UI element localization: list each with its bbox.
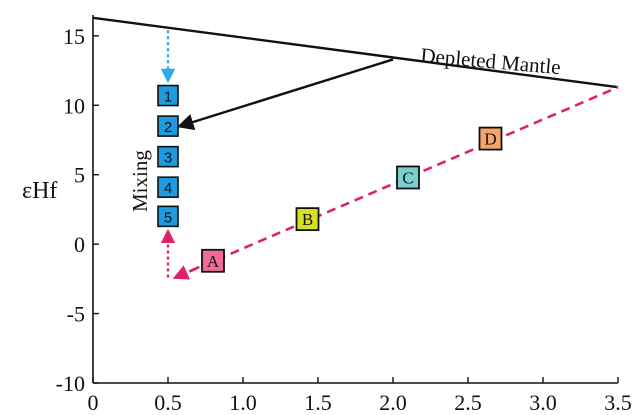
x-tick-label: 3.5 (604, 390, 632, 415)
sample-D: D (478, 126, 503, 151)
mixing-group: 1 2 3 4 5 (157, 84, 179, 228)
mixing-label: Mixing (128, 150, 152, 212)
y-tick-label: 15 (63, 24, 85, 49)
mixing-box-label: 5 (164, 209, 172, 226)
depleted-mantle-label: Depleted Mantle (420, 43, 562, 79)
mixing-box-label: 3 (164, 150, 172, 167)
mixing-box-label: 2 (164, 119, 172, 136)
y-tick-label: -5 (67, 302, 85, 327)
x-tick-label: 0.5 (154, 390, 182, 415)
sample-markers: A B C D (201, 126, 503, 273)
sample-label: D (484, 130, 496, 149)
sample-C: C (396, 165, 420, 190)
sample-B: B (295, 207, 320, 232)
x-tick-label: 2.0 (379, 390, 407, 415)
x-tick-label: 0 (88, 390, 99, 415)
mixing-box-2: 2 (157, 115, 179, 137)
y-tick-label: 10 (63, 93, 85, 118)
mixing-box-3: 3 (157, 145, 179, 168)
chart-arrows (160, 30, 394, 280)
depleted-mantle-line (92, 16, 619, 89)
x-tick-label: 1.0 (229, 390, 257, 415)
x-axis-ticks: 0 0.5 1.0 1.5 2.0 2.5 3.0 3.5 (88, 377, 632, 415)
x-tick-label: 1.5 (304, 390, 332, 415)
y-tick-label: 0 (74, 232, 85, 257)
sample-A: A (201, 248, 225, 273)
y-axis-label: εHf (22, 178, 57, 204)
x-tick-label: 2.5 (454, 390, 482, 415)
y-tick-label: -10 (56, 371, 85, 396)
mixing-box-4: 4 (157, 176, 179, 198)
dm-to-mixing-arrow (176, 58, 394, 131)
sample-label: A (207, 252, 220, 271)
y-tick-label: 5 (74, 163, 85, 188)
y-axis-ticks: 15 10 5 0 -5 -10 (56, 24, 99, 396)
mixing-box-5: 5 (157, 205, 179, 228)
mixing-box-1: 1 (157, 84, 179, 107)
sample-label: B (302, 210, 313, 229)
x-tick-label: 3.0 (529, 390, 557, 415)
sample-label: C (402, 168, 413, 187)
mixing-box-label: 1 (164, 89, 172, 106)
axes (92, 15, 618, 384)
mixing-box-label: 4 (164, 180, 172, 197)
